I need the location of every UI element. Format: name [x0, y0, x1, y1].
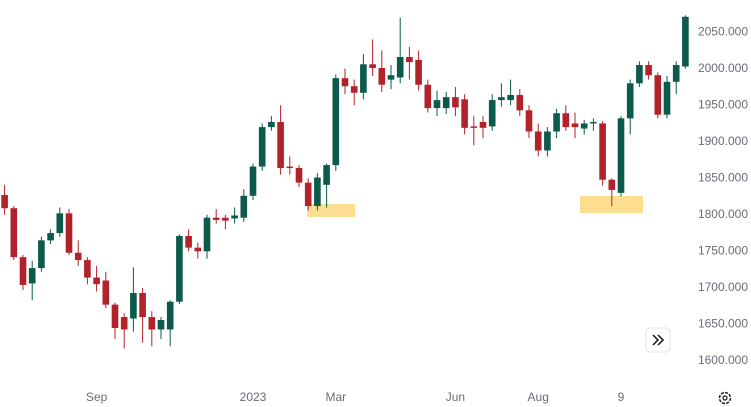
y-tick-label: 2000.000	[698, 61, 748, 75]
y-tick-label: 1950.000	[698, 97, 748, 111]
gear-icon[interactable]	[718, 391, 732, 405]
candle-body	[295, 168, 303, 183]
candle-body	[672, 65, 680, 82]
candle-body	[544, 131, 551, 151]
candle-body	[479, 122, 487, 128]
candle-body	[38, 240, 45, 269]
candle-body	[130, 292, 137, 319]
candle-body	[498, 97, 505, 101]
x-tick-label: Mar	[325, 390, 346, 404]
candle-body	[28, 268, 36, 284]
candle-body	[507, 94, 514, 101]
candle-body	[360, 64, 367, 93]
x-tick-label: Aug	[528, 390, 549, 404]
highlight-box	[307, 204, 355, 217]
candle-body	[148, 317, 156, 330]
candle-body	[332, 78, 340, 166]
candle-body	[166, 301, 174, 330]
candle-body	[396, 56, 404, 78]
candle-body	[682, 16, 689, 67]
candle-body	[323, 165, 330, 185]
candle-body	[415, 59, 422, 85]
candle-body	[314, 177, 321, 207]
gear-center[interactable]	[722, 395, 728, 401]
candle-body	[424, 84, 432, 109]
candle-body	[249, 166, 257, 196]
y-tick-label: 1800.000	[698, 207, 748, 221]
candle-body	[516, 94, 524, 111]
candle-body	[369, 64, 376, 68]
candle-body	[452, 97, 459, 108]
candle-body	[19, 257, 27, 285]
scroll-button[interactable]	[645, 327, 671, 353]
candle-body	[74, 252, 82, 261]
y-tick-label: 1750.000	[698, 243, 748, 257]
candle-body	[617, 118, 625, 193]
y-tick-label: 1650.000	[698, 317, 748, 331]
candle-body	[525, 110, 533, 132]
candle-body	[93, 277, 100, 285]
candle-body	[56, 213, 64, 234]
candle-body	[442, 97, 450, 109]
candle-body	[1, 195, 8, 209]
y-tick-label: 2050.000	[698, 24, 748, 38]
candle-body	[47, 233, 54, 241]
candle-body	[194, 247, 202, 252]
candle-body	[258, 127, 266, 167]
candle-body	[433, 100, 441, 109]
candle-body	[139, 292, 146, 318]
candle-body	[488, 100, 496, 127]
candle-body	[590, 122, 597, 124]
candle-body	[231, 215, 238, 219]
candle-body	[608, 179, 616, 190]
candle-body	[534, 131, 542, 151]
candle-body	[580, 123, 588, 129]
candle-body	[378, 67, 386, 85]
candle-body	[461, 99, 468, 128]
y-tick-label: 1700.000	[698, 280, 748, 294]
candle-body	[10, 208, 18, 258]
candle-body	[102, 280, 110, 305]
candle-body	[157, 319, 165, 330]
y-tick-label: 1900.000	[698, 134, 748, 148]
y-tick-label: 1600.000	[698, 353, 748, 367]
candle-body	[654, 75, 662, 115]
candle-body	[341, 78, 349, 87]
candle-body	[470, 126, 478, 128]
candle-body	[212, 217, 220, 220]
candle-body	[286, 166, 294, 169]
candle-body	[111, 304, 119, 329]
candle-body	[277, 122, 284, 169]
x-tick-label: 2023	[240, 390, 267, 404]
candle-body	[304, 182, 312, 207]
x-tick-label: 9	[618, 390, 625, 404]
x-tick-label: Jun	[446, 390, 465, 404]
candle-body	[84, 260, 91, 278]
x-tick-label: Sep	[86, 390, 108, 404]
candle-body	[120, 317, 128, 330]
candle-body	[350, 86, 358, 93]
candle-body	[599, 123, 606, 180]
candle-body	[406, 56, 413, 63]
candle-body	[65, 213, 73, 253]
candle-body	[553, 113, 560, 132]
candle-body	[240, 195, 248, 218]
candle-body	[185, 235, 192, 248]
settings-button[interactable]	[718, 391, 732, 405]
candle-body	[645, 65, 652, 76]
candle-body	[571, 123, 579, 128]
y-tick-label: 1850.000	[698, 170, 748, 184]
candle-body	[562, 113, 570, 128]
candle-body	[387, 75, 395, 80]
candle-body	[222, 217, 229, 221]
candle-body	[663, 81, 671, 115]
candle-body	[176, 235, 183, 302]
candle-body	[636, 65, 643, 84]
candle-body	[268, 122, 275, 128]
chevron-icon[interactable]	[652, 334, 665, 346]
candle-body	[203, 217, 211, 252]
candle-body	[626, 83, 634, 119]
